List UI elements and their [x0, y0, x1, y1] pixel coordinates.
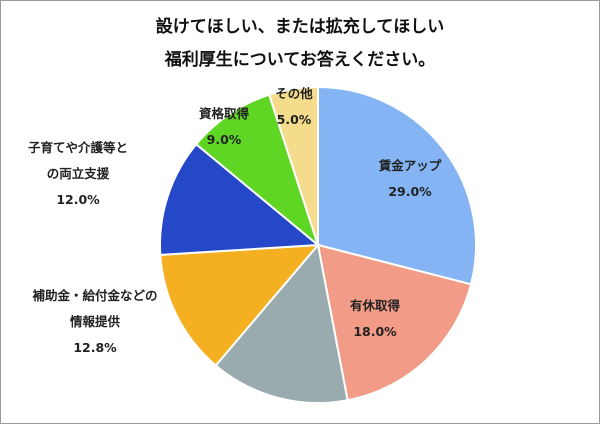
pie-slice-6 [194, 93, 321, 248]
chart-title-line-1: 設けてほしい、または拡充してほしい [155, 17, 445, 37]
pie-slice-3 [214, 242, 349, 404]
slice-label-6-line-1: 資格取得 [199, 106, 250, 121]
pie-slice-1 [317, 85, 477, 286]
pie-slice-5 [158, 142, 321, 256]
pie-slice-2 [316, 243, 473, 402]
slice-label-2-line-2: 18.0% [353, 324, 397, 339]
slice-label-4-line-2: 情報提供 [70, 314, 121, 329]
slice-label-6-line-2: 9.0% [207, 132, 242, 147]
slice-label-4-line-1: 補助金・給付金などの [31, 288, 157, 303]
slice-label-4-line-3: 12.8% [73, 340, 117, 355]
pie-slices [158, 85, 477, 404]
slice-label-7-line-2: 5.0% [277, 112, 312, 127]
slice-label-1-line-2: 29.0% [388, 184, 432, 199]
slice-label-5-line-2: の両立支援 [47, 166, 110, 181]
slice-label-5-line-3: 12.0% [56, 192, 100, 207]
pie-slice-4 [159, 243, 321, 367]
slice-label-2-line-1: 有休取得 [350, 298, 401, 313]
slice-label-1-line-1: 賃金アップ [378, 158, 442, 173]
chart-title-line-2: 福利厚生についてお答えください。 [164, 50, 436, 70]
slice-label-7-line-1: その他 [275, 86, 313, 101]
pie-slice-7 [267, 85, 319, 246]
slice-label-5-line-1: 子育てや介護等と [28, 140, 128, 155]
